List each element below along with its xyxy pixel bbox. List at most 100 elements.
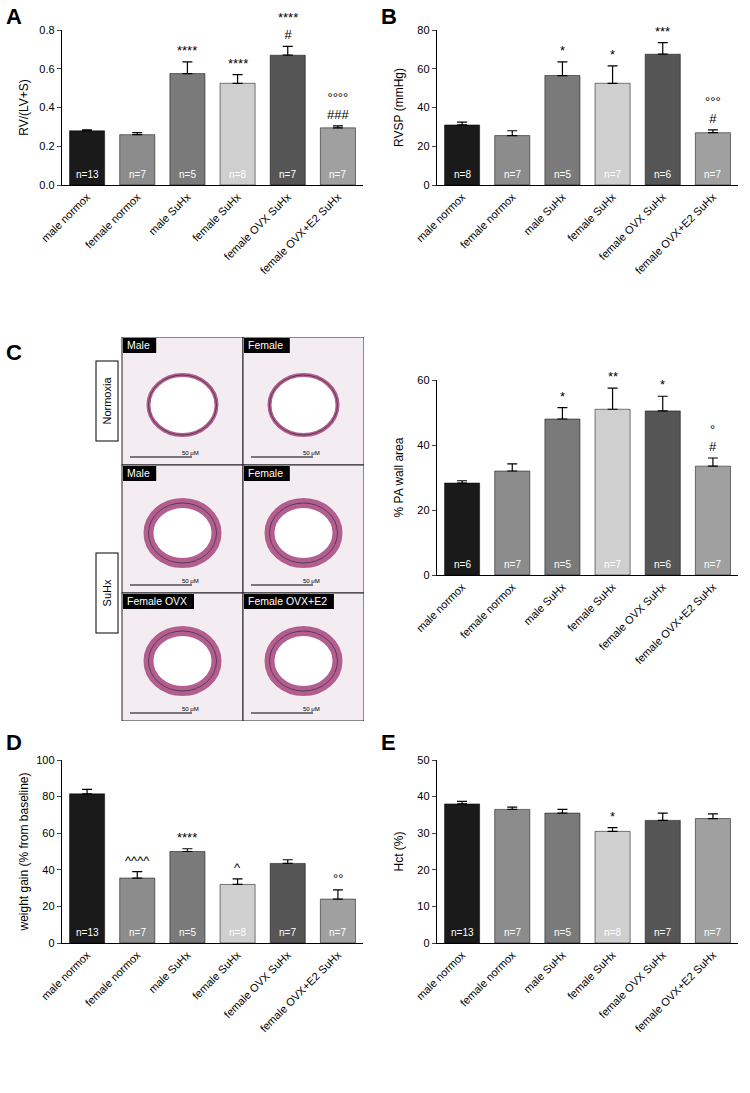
svg-text:n=5: n=5 [554, 169, 571, 180]
svg-text:weight gain (% from baseline): weight gain (% from baseline) [17, 772, 31, 931]
svg-text:*: * [610, 809, 615, 824]
svg-text:female normox: female normox [458, 580, 518, 640]
svg-text:n=8: n=8 [229, 169, 246, 180]
svg-text:40: 40 [417, 439, 429, 451]
svg-text:n=7: n=7 [704, 927, 721, 938]
svg-text:^^^^: ^^^^ [125, 853, 150, 868]
svg-text:0.4: 0.4 [39, 101, 54, 113]
svg-text:male normox: male normox [414, 948, 468, 1002]
svg-text:°°°°###: °°°°### [327, 90, 349, 122]
svg-text:n=6: n=6 [454, 559, 471, 570]
svg-text:80: 80 [42, 790, 54, 802]
svg-text:RVSP (mmHg): RVSP (mmHg) [392, 68, 406, 147]
svg-text:50 μM: 50 μM [303, 706, 320, 712]
svg-text:n=7: n=7 [129, 169, 146, 180]
svg-text:Hct (%): Hct (%) [392, 832, 406, 872]
svg-text:°°: °° [333, 871, 343, 886]
svg-text:male SuHx: male SuHx [521, 948, 568, 995]
svg-text:female SuHx: female SuHx [190, 948, 243, 1001]
svg-text:female OVX SuHx: female OVX SuHx [221, 190, 293, 262]
svg-text:Normoxia: Normoxia [101, 377, 113, 425]
svg-text:40: 40 [417, 101, 429, 113]
svg-text:Male: Male [127, 339, 150, 351]
svg-text:n=13: n=13 [451, 927, 474, 938]
svg-text:female SuHx: female SuHx [565, 190, 618, 243]
svg-text:°#: °# [709, 422, 717, 454]
svg-text:n=8: n=8 [229, 927, 246, 938]
svg-text:% PA wall area: % PA wall area [392, 437, 406, 517]
svg-text:female OVX+E2 SuHx: female OVX+E2 SuHx [258, 948, 344, 1034]
svg-text:0: 0 [423, 569, 429, 581]
svg-text:*: * [560, 389, 565, 404]
svg-text:n=5: n=5 [179, 927, 196, 938]
svg-text:female normox: female normox [83, 190, 143, 250]
svg-text:female normox: female normox [458, 948, 518, 1008]
svg-text:50 μM: 50 μM [182, 578, 199, 584]
svg-text:SuHx: SuHx [101, 579, 113, 606]
svg-text:50 μM: 50 μM [303, 578, 320, 584]
svg-text:female OVX SuHx: female OVX SuHx [596, 190, 668, 262]
svg-text:0: 0 [48, 937, 54, 949]
svg-text:*: * [660, 377, 665, 392]
svg-text:100: 100 [36, 754, 54, 766]
svg-text:Female: Female [248, 467, 283, 479]
svg-text:male SuHx: male SuHx [146, 190, 193, 237]
svg-text:60: 60 [417, 63, 429, 75]
svg-text:30: 30 [417, 827, 429, 839]
svg-text:female SuHx: female SuHx [565, 948, 618, 1001]
svg-text:n=7: n=7 [279, 169, 296, 180]
svg-text:n=8: n=8 [604, 927, 621, 938]
svg-text:**: ** [608, 369, 618, 384]
svg-text:10: 10 [417, 900, 429, 912]
svg-text:40: 40 [42, 864, 54, 876]
svg-text:n=6: n=6 [654, 559, 671, 570]
svg-text:°°°#: °°°# [705, 94, 721, 126]
svg-text:female normox: female normox [83, 948, 143, 1008]
svg-text:0.2: 0.2 [39, 140, 54, 152]
svg-text:female OVX SuHx: female OVX SuHx [596, 948, 668, 1020]
svg-text:20: 20 [417, 504, 429, 516]
svg-text:50 μM: 50 μM [303, 450, 320, 456]
svg-text:0: 0 [423, 937, 429, 949]
svg-text:n=7: n=7 [504, 559, 521, 570]
svg-text:male SuHx: male SuHx [146, 948, 193, 995]
svg-text:Female OVX+E2: Female OVX+E2 [248, 595, 327, 607]
svg-text:female OVX+E2 SuHx: female OVX+E2 SuHx [633, 190, 719, 276]
svg-text:female SuHx: female SuHx [190, 190, 243, 243]
svg-text:n=8: n=8 [454, 169, 471, 180]
svg-text:*: * [610, 47, 615, 62]
svg-text:0: 0 [423, 179, 429, 191]
svg-text:****: **** [177, 830, 197, 845]
svg-text:RV/(LV+S): RV/(LV+S) [17, 79, 31, 136]
svg-text:n=7: n=7 [704, 559, 721, 570]
svg-text:0.6: 0.6 [39, 63, 54, 75]
svg-text:male normox: male normox [414, 190, 468, 244]
svg-text:n=5: n=5 [179, 169, 196, 180]
svg-text:female normox: female normox [458, 190, 518, 250]
svg-text:20: 20 [417, 140, 429, 152]
svg-text:n=7: n=7 [279, 927, 296, 938]
svg-text:n=13: n=13 [76, 169, 99, 180]
svg-text:n=7: n=7 [329, 927, 346, 938]
svg-text:n=7: n=7 [504, 169, 521, 180]
svg-text:40: 40 [417, 790, 429, 802]
svg-text:60: 60 [417, 374, 429, 386]
svg-text:n=7: n=7 [129, 927, 146, 938]
svg-text:50 μM: 50 μM [182, 450, 199, 456]
svg-text:male normox: male normox [39, 190, 93, 244]
svg-text:female OVX SuHx: female OVX SuHx [596, 580, 668, 652]
svg-text:male SuHx: male SuHx [521, 580, 568, 627]
svg-text:female OVX+E2 SuHx: female OVX+E2 SuHx [633, 948, 719, 1034]
svg-text:male normox: male normox [414, 580, 468, 634]
svg-text:n=6: n=6 [654, 169, 671, 180]
svg-text:****#: ****# [278, 10, 298, 42]
svg-text:****: **** [177, 43, 197, 58]
svg-text:****: **** [228, 56, 248, 71]
svg-text:female SuHx: female SuHx [565, 580, 618, 633]
svg-text:n=7: n=7 [704, 169, 721, 180]
svg-text:n=7: n=7 [604, 559, 621, 570]
svg-text:***: *** [655, 24, 670, 39]
svg-text:male SuHx: male SuHx [521, 190, 568, 237]
svg-text:n=7: n=7 [654, 927, 671, 938]
svg-text:Female OVX: Female OVX [127, 595, 187, 607]
